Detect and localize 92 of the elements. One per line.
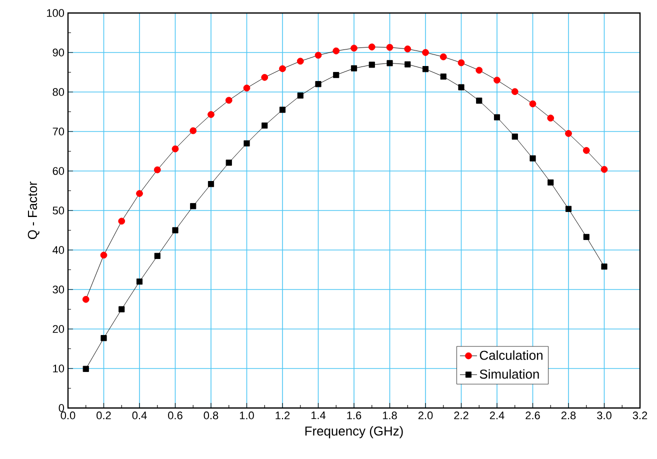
x-tick-label: 3.0 (597, 412, 612, 420)
point (154, 252, 160, 259)
point (314, 52, 322, 59)
y-tick-label: 30 (52, 286, 64, 294)
point (422, 49, 429, 56)
y-tick-label: 90 (52, 48, 64, 56)
point (458, 59, 465, 66)
point (404, 46, 412, 52)
point (494, 114, 500, 120)
point (548, 179, 554, 186)
x-tick-label: 0.2 (96, 412, 111, 420)
x-tick-label: 0.6 (168, 412, 182, 420)
x-tick-label: 0.0 (60, 412, 76, 420)
x-tick-label: 2.8 (561, 412, 576, 420)
point (315, 81, 322, 88)
point (225, 96, 232, 104)
x-tick-label: 0.8 (204, 412, 218, 420)
point (440, 74, 446, 80)
point (296, 58, 304, 65)
point (261, 74, 268, 81)
x-tick-label: 0.4 (132, 412, 147, 420)
point (190, 127, 197, 134)
x-tick-label: 1.2 (276, 412, 290, 420)
point (190, 203, 196, 210)
point (476, 98, 482, 104)
point (100, 252, 108, 259)
point (154, 166, 161, 174)
point (368, 62, 375, 68)
point (600, 166, 608, 173)
y-tick-label: 70 (52, 128, 64, 136)
x-tick-label: 1.4 (311, 412, 326, 420)
point (350, 44, 358, 52)
point (333, 72, 340, 78)
x-tick-label: 2.6 (526, 412, 540, 420)
y-tick-label: 60 (52, 167, 64, 175)
y-tick-label: 0 (58, 404, 64, 412)
x-tick-label: 2.4 (490, 412, 504, 420)
x-tick-label: 2.2 (454, 412, 468, 420)
point (350, 65, 358, 72)
x-tick-label: 1.8 (382, 412, 397, 420)
point (582, 147, 590, 154)
point (547, 114, 554, 122)
point (118, 306, 125, 312)
point (529, 100, 536, 108)
point (279, 65, 286, 72)
point (118, 218, 126, 225)
point (422, 66, 429, 72)
point (512, 134, 518, 140)
point (262, 122, 268, 129)
point (172, 145, 179, 152)
y-tick-label: 80 (52, 88, 64, 96)
point (82, 296, 90, 303)
point (82, 366, 89, 372)
x-tick-label: 1.0 (240, 412, 254, 420)
point (244, 140, 250, 146)
point (226, 160, 232, 166)
point (476, 66, 483, 74)
y-axis-title: Q - Factor (28, 182, 40, 240)
point (494, 76, 500, 84)
point (386, 60, 393, 66)
point (136, 190, 143, 197)
point (243, 84, 250, 92)
point (386, 44, 394, 51)
point (100, 335, 107, 342)
legend-label: Simulation (480, 369, 539, 379)
point (297, 92, 304, 99)
point (440, 53, 447, 60)
point (368, 44, 376, 50)
point (458, 84, 464, 90)
point (208, 180, 214, 188)
point (565, 206, 572, 212)
point (332, 47, 340, 54)
y-tick-label: 20 (52, 325, 64, 333)
point (511, 88, 518, 96)
y-tick-label: 40 (52, 246, 64, 254)
x-tick-label: 1.6 (347, 412, 362, 420)
point (136, 278, 143, 285)
point (583, 234, 590, 240)
point (601, 264, 608, 270)
point (565, 130, 572, 137)
x-axis-title: Frequency (GHz) (305, 426, 403, 438)
point (404, 61, 411, 68)
point (279, 106, 286, 113)
legend-label: Calculation (480, 350, 542, 360)
y-tick-label: 100 (47, 9, 64, 17)
point (208, 111, 214, 118)
y-tick-label: 10 (53, 364, 64, 372)
y-tick-label: 50 (52, 206, 64, 214)
point (530, 155, 536, 162)
x-tick-label: 2.0 (418, 412, 433, 420)
point (172, 227, 178, 234)
x-tick-label: 3.2 (632, 412, 648, 420)
